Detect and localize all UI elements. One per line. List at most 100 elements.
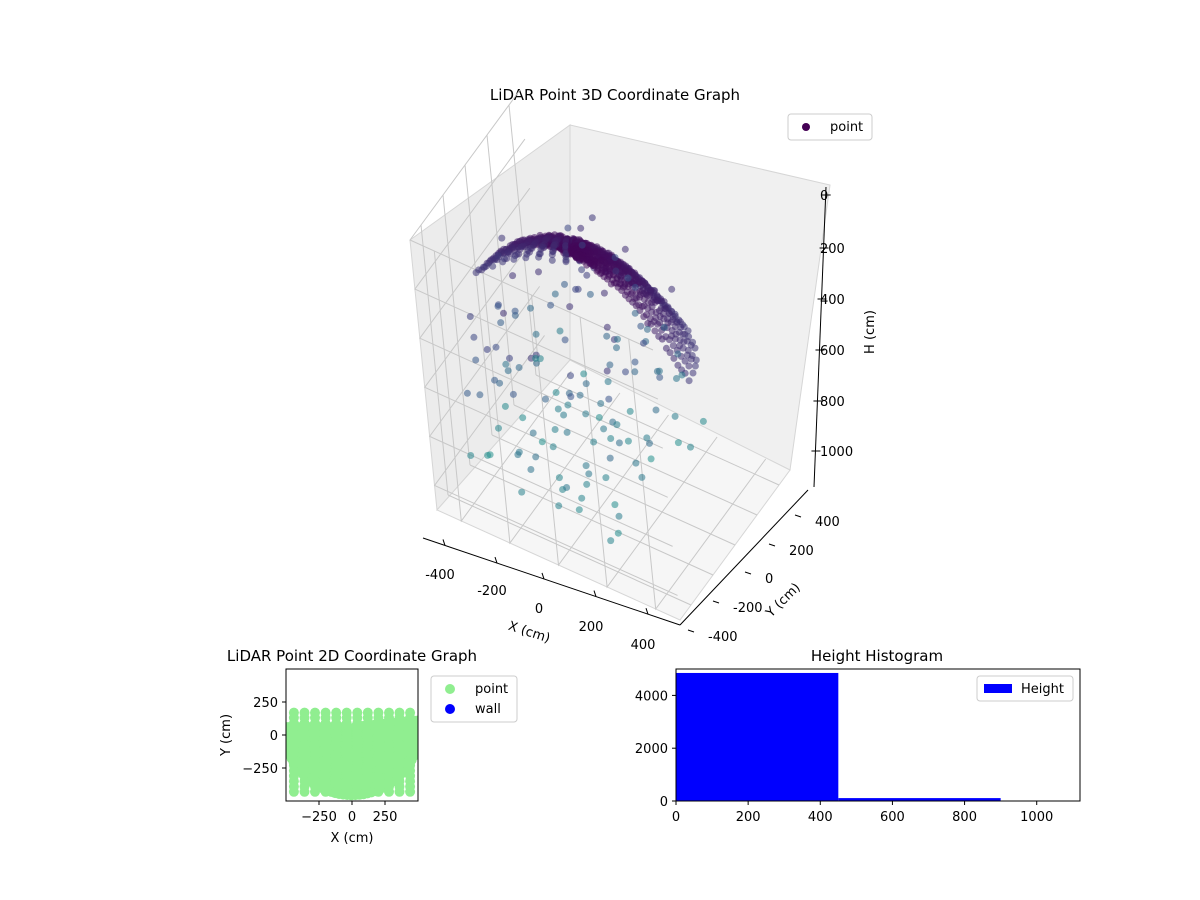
x-tick-3d <box>645 608 649 615</box>
data-point-2d <box>320 786 331 797</box>
data-point-3d <box>504 249 512 256</box>
data-point-3d <box>614 335 621 343</box>
y-tick-label-2d: 0 <box>270 729 278 744</box>
data-point-3d <box>590 438 598 446</box>
y-tick-label-hist: 0 <box>660 795 668 810</box>
data-point-3d <box>549 443 557 451</box>
data-point-3d <box>647 455 655 463</box>
histogram-bar <box>676 672 839 801</box>
data-point-3d <box>607 435 615 442</box>
data-point-3d <box>648 308 656 316</box>
x-tick-label-2d: 250 <box>373 810 398 825</box>
histogram-ticks: 0 200 400 600 800 1000 0 2000 4000 <box>635 689 1053 825</box>
data-point-3d <box>624 437 632 445</box>
x-tick-label-3d: 0 <box>535 602 543 617</box>
data-point-3d <box>586 290 594 298</box>
x-tick-3d <box>593 590 597 597</box>
y-tick-label-hist: 4000 <box>635 689 668 704</box>
data-point-3d <box>678 371 686 379</box>
z-axis-line <box>813 186 827 488</box>
data-point-2d <box>288 786 299 797</box>
chart-2d-title: LiDAR Point 2D Coordinate Graph <box>227 647 477 665</box>
data-point-2d <box>310 786 320 797</box>
data-point-3d <box>561 336 569 344</box>
data-point-3d <box>658 335 666 343</box>
data-point-3d <box>631 358 639 366</box>
data-point-3d <box>643 325 651 333</box>
x-tick-label-3d: -400 <box>425 568 455 583</box>
legend-3d: point <box>787 113 873 141</box>
x-tick-label-3d: -200 <box>477 584 507 599</box>
grid-line-x <box>628 338 767 611</box>
legend-2d: point wall <box>430 675 518 723</box>
legend-hist-swatch <box>984 684 1012 693</box>
data-point-3d <box>611 501 619 509</box>
z-axis-label-3d: H (cm) <box>863 310 878 354</box>
data-point-3d <box>604 378 612 386</box>
data-point-3d <box>564 401 572 409</box>
data-point-2d <box>352 786 363 797</box>
data-point-3d <box>492 343 500 351</box>
data-point-3d <box>509 272 517 280</box>
data-point-3d <box>585 470 593 478</box>
data-point-3d <box>613 344 620 352</box>
data-point-3d <box>515 364 523 371</box>
y-tick-3d <box>744 571 752 575</box>
data-point-3d <box>660 324 668 331</box>
z-tick-label-3d: 200 <box>820 242 845 257</box>
y-tick-label-hist: 2000 <box>635 742 668 757</box>
data-point-3d <box>510 255 518 263</box>
data-point-3d <box>618 287 626 294</box>
data-point-3d <box>588 214 596 222</box>
y-tick-label-3d: 0 <box>765 572 773 587</box>
points-3d <box>463 214 707 545</box>
y-tick-label-3d: 200 <box>789 544 814 559</box>
data-point-3d <box>595 414 603 421</box>
data-point-3d <box>632 302 640 310</box>
data-point-3d <box>665 310 673 317</box>
data-point-3d <box>653 367 661 375</box>
data-point-3d <box>691 362 699 370</box>
data-point-3d <box>661 305 669 312</box>
legend-2d-marker-wall <box>445 704 455 714</box>
data-point-3d <box>606 361 614 369</box>
data-point-3d <box>498 234 506 242</box>
data-point-3d <box>583 271 591 279</box>
data-point-3d <box>613 421 621 429</box>
z-tick-label-3d: 0 <box>820 189 828 204</box>
data-point-3d <box>472 356 480 364</box>
data-point-3d <box>567 372 574 380</box>
data-point-3d <box>556 327 564 335</box>
y-axis-line <box>679 489 809 626</box>
data-point-3d <box>532 453 540 461</box>
data-point-3d <box>654 320 662 328</box>
histogram-bars <box>676 672 1001 801</box>
data-point-3d <box>509 390 517 398</box>
legend-hist: Height <box>976 675 1074 702</box>
data-point-3d <box>502 360 510 368</box>
data-point-3d <box>631 309 639 317</box>
grid-3d <box>409 89 780 611</box>
grid-line-z <box>428 286 673 547</box>
data-point-3d <box>578 266 586 274</box>
data-point-2d <box>373 786 384 797</box>
data-point-2d <box>299 786 310 797</box>
data-point-3d <box>577 224 585 232</box>
data-point-3d <box>582 462 590 470</box>
data-point-3d <box>497 319 505 327</box>
data-point-3d <box>637 322 645 330</box>
data-point-3d <box>665 336 673 344</box>
data-point-3d <box>563 484 571 491</box>
grid-line-y <box>491 434 736 546</box>
data-point-3d <box>631 368 639 376</box>
data-point-3d <box>600 425 608 433</box>
x-tick-3d <box>494 556 498 564</box>
data-point-3d <box>674 350 682 358</box>
data-point-3d <box>575 506 583 514</box>
data-point-3d <box>640 313 648 321</box>
grid-line-y <box>447 494 692 606</box>
grid-line-x <box>482 272 621 545</box>
y-tick-3d <box>768 543 776 547</box>
data-point-3d <box>600 289 608 297</box>
